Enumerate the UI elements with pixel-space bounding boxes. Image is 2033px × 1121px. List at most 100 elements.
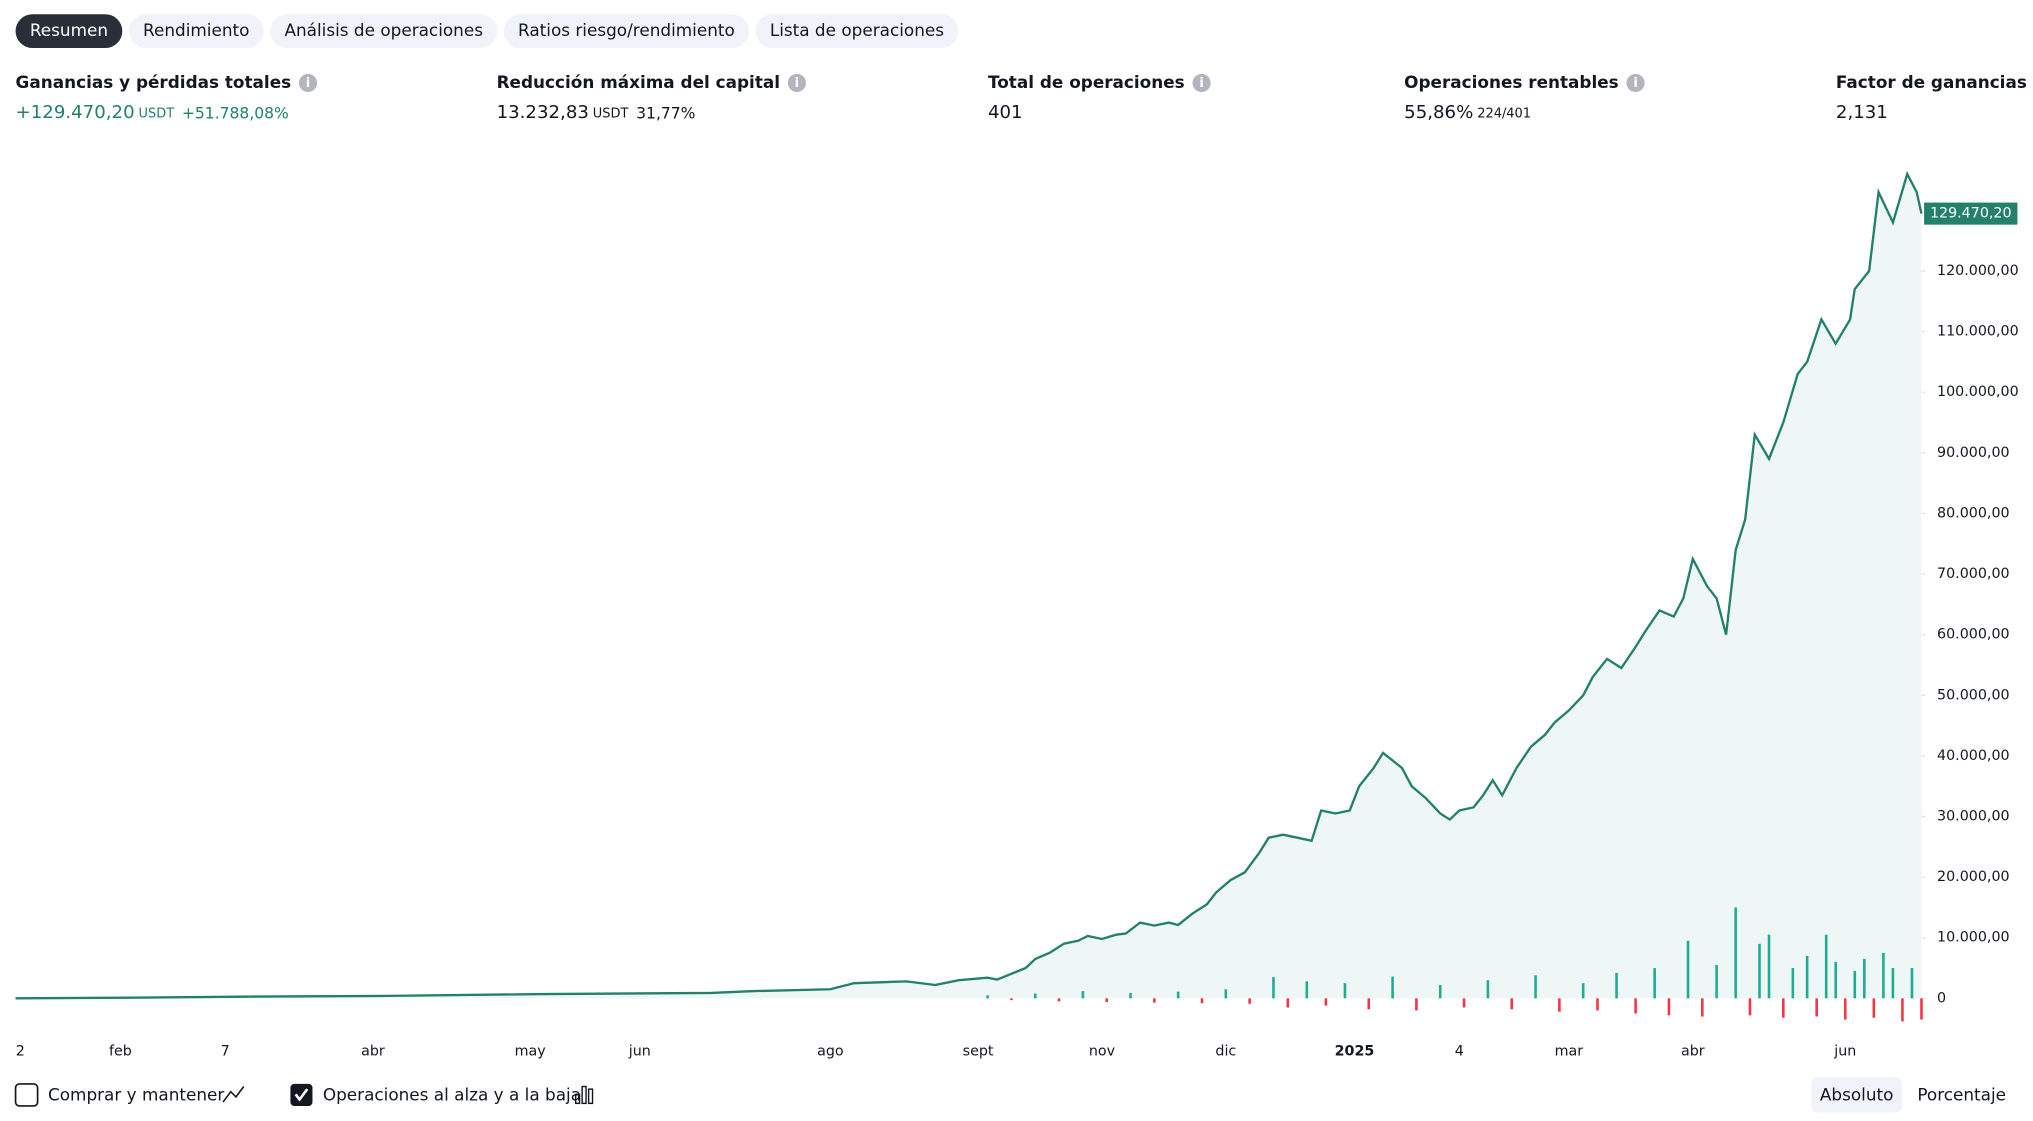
trade-bar bbox=[1367, 998, 1371, 1010]
trade-bar bbox=[1634, 998, 1637, 1014]
trade-bar bbox=[1853, 971, 1857, 999]
info-icon[interactable] bbox=[298, 73, 318, 93]
toggle-label[interactable]: Comprar y mantener bbox=[48, 1085, 224, 1105]
metric-label: Total de operaciones bbox=[988, 72, 1185, 92]
tab[interactable]: Lista de operaciones bbox=[755, 14, 959, 48]
trade-bar bbox=[1791, 968, 1795, 999]
mode-active[interactable] bbox=[1811, 1077, 1903, 1113]
trade-bar bbox=[1534, 975, 1537, 999]
trade-bar bbox=[1686, 940, 1690, 999]
line-icon bbox=[222, 1086, 245, 1103]
tab[interactable]: Ratios riesgo/rendimiento bbox=[503, 14, 750, 48]
check bbox=[294, 1088, 309, 1102]
x-tick-label: sept bbox=[963, 1044, 994, 1060]
tab-bg bbox=[270, 14, 498, 48]
last-value-label: 129.470,20 bbox=[1930, 206, 2012, 222]
x-tick-label: dic bbox=[1215, 1044, 1236, 1060]
x-tick-label: 2 bbox=[16, 1044, 25, 1060]
trade-bar bbox=[1343, 983, 1347, 999]
trade-bar bbox=[1824, 934, 1828, 999]
mode-label[interactable]: Absoluto bbox=[1820, 1085, 1894, 1105]
toggle-label[interactable]: Operaciones al alza y a la baja bbox=[323, 1085, 581, 1105]
trade-bar bbox=[1758, 943, 1761, 999]
metric-label: Reducción máxima del capital bbox=[497, 72, 780, 92]
metric-value: 13.232,83 bbox=[497, 102, 589, 123]
info-i: i bbox=[795, 76, 799, 91]
checkbox[interactable] bbox=[14, 1083, 39, 1107]
y-tick-label: 100.000,00 bbox=[1937, 384, 2019, 400]
tab[interactable]: Resumen bbox=[15, 14, 123, 48]
trade-bar bbox=[1843, 998, 1847, 1020]
trade-bar bbox=[1596, 998, 1599, 1011]
trade-bar bbox=[1248, 998, 1251, 1004]
bars-icon bbox=[574, 1085, 594, 1105]
tab-label: Análisis de operaciones bbox=[284, 20, 483, 40]
trade-bar bbox=[1767, 934, 1771, 999]
metric-label: Ganancias y pérdidas totales bbox=[16, 72, 292, 92]
info-icon[interactable] bbox=[1626, 73, 1645, 93]
trade-bar bbox=[1558, 998, 1561, 1012]
trade-bar bbox=[1391, 976, 1394, 999]
x-tick-label: ago bbox=[817, 1044, 844, 1060]
trade-bar bbox=[1901, 998, 1904, 1022]
tab-bg bbox=[503, 14, 750, 48]
metric-extra: 224/401 bbox=[1477, 107, 1531, 122]
equity-line bbox=[15, 170, 1923, 1000]
metric-label: Operaciones rentables bbox=[1404, 72, 1619, 92]
x-tick-label: feb bbox=[109, 1044, 132, 1060]
trade-bar bbox=[1033, 993, 1037, 999]
trade-bar bbox=[1834, 961, 1838, 999]
last-value-badge bbox=[1924, 202, 2018, 225]
trade-bar bbox=[1286, 998, 1290, 1008]
trade-bar bbox=[1200, 998, 1204, 1004]
trade-bar bbox=[1615, 972, 1618, 999]
y-tick-label: 20.000,00 bbox=[1937, 869, 2010, 885]
info-i: i bbox=[306, 76, 310, 91]
trade-bar bbox=[1105, 998, 1109, 1002]
metric-unit: USDT bbox=[139, 107, 175, 122]
x-tick-label: abr bbox=[1681, 1044, 1705, 1060]
tab-label: Resumen bbox=[30, 20, 108, 40]
trade-bar bbox=[1510, 998, 1514, 1010]
y-tick-label: 60.000,00 bbox=[1937, 627, 2010, 643]
x-tick-label: nov bbox=[1089, 1044, 1116, 1060]
x-tick-label: mar bbox=[1555, 1044, 1584, 1060]
trade-bar bbox=[1057, 998, 1061, 1002]
metric-unit: USDT bbox=[593, 107, 629, 122]
x-tick-label: 4 bbox=[1455, 1044, 1464, 1060]
trade-bar bbox=[1305, 981, 1309, 999]
tab-label: Lista de operaciones bbox=[770, 20, 944, 40]
y-tick-label: 10.000,00 bbox=[1937, 930, 2010, 946]
trade-bar bbox=[1910, 968, 1914, 999]
info-icon[interactable] bbox=[787, 73, 806, 93]
trade-bar bbox=[1805, 955, 1809, 999]
mode-label[interactable]: Porcentaje bbox=[1917, 1085, 2006, 1105]
trade-bar bbox=[1653, 968, 1656, 999]
info-icon[interactable] bbox=[1192, 73, 1211, 93]
trade-bar bbox=[1581, 983, 1585, 999]
y-tick-label: 0 bbox=[1937, 990, 1946, 1006]
trade-bar bbox=[1815, 998, 1818, 1017]
tab-label: Ratios riesgo/rendimiento bbox=[518, 20, 735, 40]
trade-bar bbox=[1081, 991, 1085, 999]
x-tick-label: abr bbox=[361, 1044, 385, 1060]
tab[interactable]: Análisis de operaciones bbox=[270, 14, 498, 48]
x-tick-label: jun bbox=[1833, 1044, 1856, 1060]
y-tick-label: 40.000,00 bbox=[1937, 748, 2010, 764]
trade-bar bbox=[1324, 998, 1328, 1006]
tab-bg bbox=[128, 14, 264, 48]
metric-value: 55,86% bbox=[1404, 102, 1473, 123]
trade-bar bbox=[1782, 998, 1785, 1018]
x-tick-label: jun bbox=[628, 1044, 651, 1060]
trade-bar bbox=[1891, 968, 1895, 999]
trade-bar bbox=[1863, 958, 1866, 999]
trade-bar bbox=[986, 995, 989, 999]
tab[interactable]: Rendimiento bbox=[128, 14, 264, 48]
trade-bar bbox=[1701, 998, 1704, 1017]
metric-extra: 31,77% bbox=[636, 105, 695, 123]
y-tick-label: 30.000,00 bbox=[1937, 809, 2010, 825]
trade-bar bbox=[1748, 998, 1752, 1016]
y-tick-label: 70.000,00 bbox=[1937, 566, 2010, 582]
trade-bar bbox=[1882, 952, 1885, 999]
